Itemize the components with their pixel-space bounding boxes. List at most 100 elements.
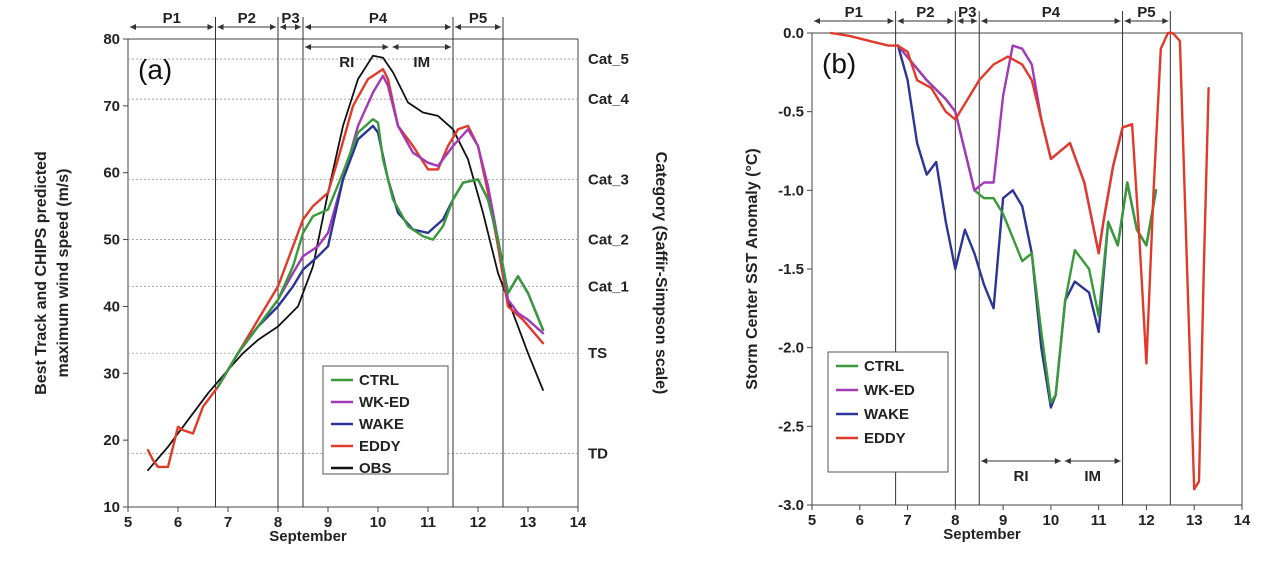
x-tick-label: 9 bbox=[324, 514, 332, 531]
y-tick-label: 70 bbox=[103, 98, 120, 115]
subphase-label: IM bbox=[1084, 468, 1101, 485]
y-tick-label: 60 bbox=[103, 165, 120, 182]
phase-arrowhead bbox=[897, 18, 904, 24]
phase-label: P1 bbox=[845, 4, 863, 21]
category-label: Cat_1 bbox=[588, 278, 629, 295]
y-tick-label: -3.0 bbox=[778, 497, 804, 514]
x-tick-label: 14 bbox=[570, 514, 587, 531]
category-label: Cat_5 bbox=[588, 51, 629, 68]
x-tick-label: 5 bbox=[808, 512, 816, 529]
category-label: TS bbox=[588, 345, 607, 362]
category-label: Cat_2 bbox=[588, 232, 629, 249]
phase-arrowhead bbox=[270, 24, 276, 30]
x-tick-label: 7 bbox=[224, 514, 232, 531]
x-tick-label: 10 bbox=[370, 514, 387, 531]
legend-label: WK-ED bbox=[359, 394, 410, 411]
phase-arrowhead bbox=[947, 18, 954, 24]
phase-arrowhead bbox=[130, 24, 136, 30]
subphase-arrowhead bbox=[1064, 457, 1071, 464]
phase-arrowhead bbox=[280, 24, 286, 30]
phase-arrowhead bbox=[981, 18, 988, 24]
panel-a-chart: TD TS Cat_1 Cat_2 Cat_3 Cat_4 Cat_5 P1 P2 P3 P4 P5 R… bbox=[33, 10, 669, 545]
phase-label: P5 bbox=[1137, 4, 1155, 21]
subphase-arrowhead bbox=[392, 44, 399, 50]
legend-label: WK-ED bbox=[864, 382, 915, 399]
panel-label: (b) bbox=[822, 48, 856, 79]
phase-label: P5 bbox=[469, 10, 487, 27]
subphase-arrowhead bbox=[981, 457, 988, 464]
phase-arrowhead bbox=[1124, 18, 1131, 24]
phase-label: P2 bbox=[238, 10, 256, 27]
y-axis-label: Storm Center SST Anomaly (°C) bbox=[744, 148, 761, 389]
x-tick-label: 6 bbox=[174, 514, 182, 531]
y-tick-label: -2.0 bbox=[778, 340, 804, 357]
subphase-arrowhead bbox=[382, 44, 389, 50]
y-tick-label: 80 bbox=[103, 31, 120, 48]
series-line-ctrl bbox=[216, 117, 545, 388]
x-tick-label: 12 bbox=[1138, 512, 1155, 529]
category-label: TD bbox=[588, 446, 608, 463]
x-tick-label: 9 bbox=[999, 512, 1007, 529]
y-tick-label: 50 bbox=[103, 232, 120, 249]
panel-label: (a) bbox=[138, 54, 172, 85]
x-tick-label: 8 bbox=[951, 512, 959, 529]
x-tick-label: 14 bbox=[1234, 512, 1251, 529]
subphase-arrowhead bbox=[445, 44, 451, 50]
y-tick-label: -2.5 bbox=[778, 418, 804, 435]
plot-frame bbox=[127, 38, 579, 508]
x-tick-label: 6 bbox=[856, 512, 864, 529]
phase-arrowhead bbox=[207, 24, 214, 30]
x-tick-label: 7 bbox=[903, 512, 911, 529]
subphase-arrowhead bbox=[305, 44, 311, 50]
phase-label: P4 bbox=[1042, 4, 1061, 21]
x-tick-label: 11 bbox=[1091, 512, 1107, 529]
y-tick-label: -0.5 bbox=[778, 104, 804, 121]
subphase-label: RI bbox=[339, 54, 354, 71]
legend-label: EDDY bbox=[359, 438, 401, 455]
phase-arrowhead bbox=[887, 18, 894, 24]
phase-arrowhead bbox=[217, 24, 224, 30]
panel-b-chart: P1 P2 P3 P4 P5 RI IM 5 6 7 8 9 10 11 12 13 14 0.0 -0.5 -1.0… bbox=[744, 4, 1251, 543]
phase-arrowhead bbox=[1114, 18, 1121, 24]
y-axis-label: Best Track and CHIPS predicted maximum wi… bbox=[33, 151, 72, 395]
phase-label: P1 bbox=[163, 10, 181, 27]
legend-label: WAKE bbox=[359, 416, 404, 433]
subphase-arrowhead bbox=[1054, 457, 1061, 464]
y-tick-label: 10 bbox=[103, 499, 120, 516]
legend-label: OBS bbox=[359, 460, 392, 477]
x-tick-label: 5 bbox=[124, 514, 132, 531]
legend-label: CTRL bbox=[359, 372, 399, 389]
y-axis-label-line: Best Track and CHIPS predicted bbox=[33, 151, 50, 395]
phase-arrowhead bbox=[971, 18, 978, 24]
series-line-eddy bbox=[829, 31, 1210, 491]
phase-arrowhead bbox=[455, 24, 461, 30]
legend-label: WAKE bbox=[864, 406, 909, 423]
category-label: Cat_3 bbox=[588, 171, 629, 188]
phase-label: P4 bbox=[369, 10, 388, 27]
right-axis-label: Category (Saffir-Simpson scale) bbox=[652, 152, 669, 395]
x-tick-label: 13 bbox=[1186, 512, 1203, 529]
x-tick-label: 8 bbox=[274, 514, 282, 531]
x-tick-label: 10 bbox=[1043, 512, 1060, 529]
y-tick-label: -1.5 bbox=[778, 261, 804, 278]
x-axis-label: September bbox=[943, 526, 1021, 543]
phase-arrowhead bbox=[814, 18, 820, 24]
phase-arrowhead bbox=[1162, 18, 1169, 24]
phase-arrowhead bbox=[957, 18, 964, 24]
phase-arrowhead bbox=[445, 24, 451, 30]
series-line-wk-ed bbox=[896, 44, 1134, 255]
subphase-arrowhead bbox=[1114, 457, 1121, 464]
y-tick-label: 40 bbox=[103, 298, 120, 315]
y-tick-label: 30 bbox=[103, 365, 120, 382]
phase-arrowhead bbox=[295, 24, 301, 30]
phase-arrowhead bbox=[495, 24, 501, 30]
subphase-label: RI bbox=[1014, 468, 1029, 485]
legend-label: EDDY bbox=[864, 430, 906, 447]
x-tick-label: 13 bbox=[520, 514, 537, 531]
category-label: Cat_4 bbox=[588, 91, 630, 108]
x-tick-label: 11 bbox=[420, 514, 436, 531]
x-axis-label: September bbox=[269, 528, 347, 545]
phase-arrowhead bbox=[305, 24, 311, 30]
y-tick-label: 0.0 bbox=[783, 25, 804, 42]
